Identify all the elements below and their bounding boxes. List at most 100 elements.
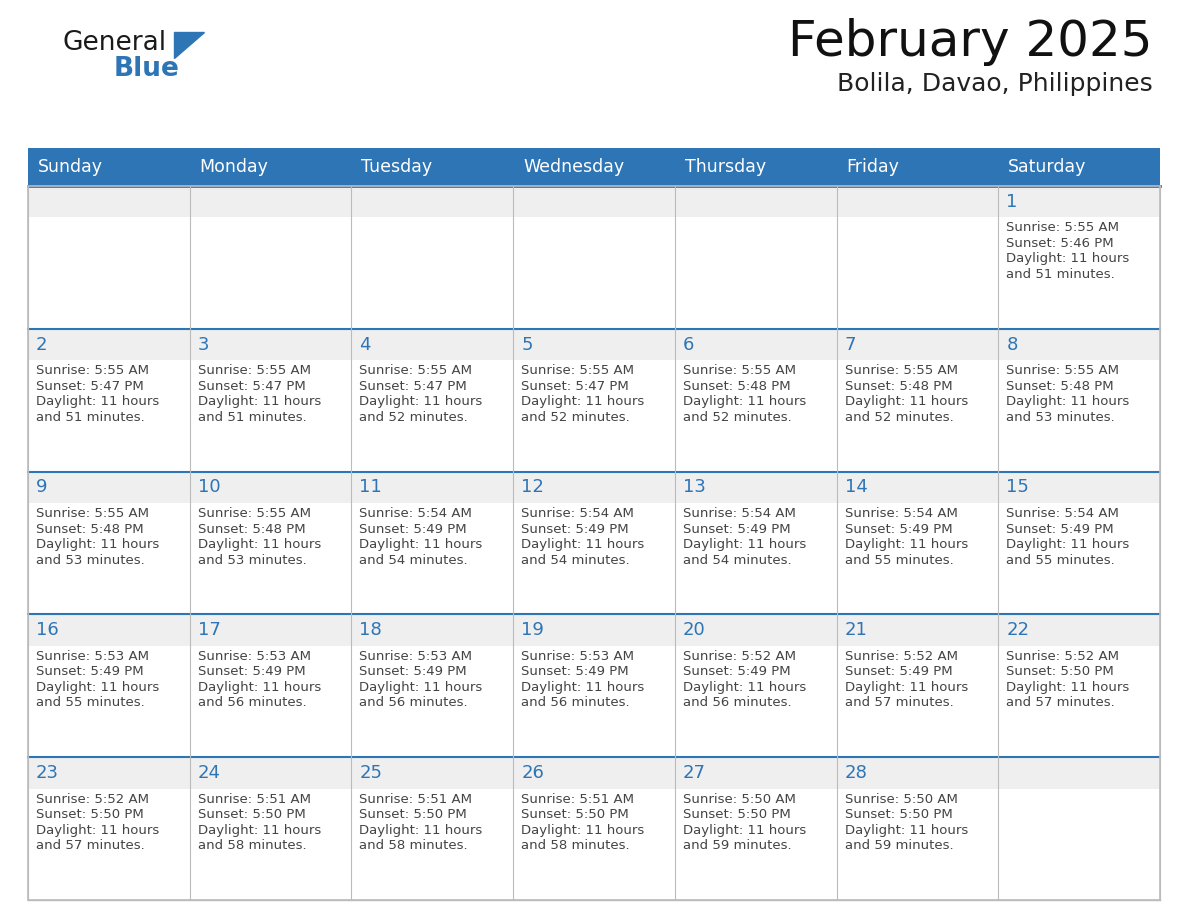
Bar: [998, 757, 1159, 789]
Text: 7: 7: [845, 335, 857, 353]
Bar: [675, 472, 836, 614]
Text: and 53 minutes.: and 53 minutes.: [1006, 410, 1116, 424]
Text: Sunrise: 5:54 AM: Sunrise: 5:54 AM: [360, 507, 473, 520]
Text: Sunset: 5:49 PM: Sunset: 5:49 PM: [36, 666, 144, 678]
Text: 9: 9: [36, 478, 48, 497]
Bar: [29, 186, 190, 329]
Bar: [29, 472, 190, 503]
Text: Sunrise: 5:55 AM: Sunrise: 5:55 AM: [522, 364, 634, 377]
Text: Sunrise: 5:55 AM: Sunrise: 5:55 AM: [360, 364, 473, 377]
Text: and 52 minutes.: and 52 minutes.: [522, 410, 630, 424]
Text: Daylight: 11 hours: Daylight: 11 hours: [360, 396, 482, 409]
Text: Sunset: 5:50 PM: Sunset: 5:50 PM: [683, 808, 790, 821]
Text: and 58 minutes.: and 58 minutes.: [197, 839, 307, 852]
Text: 22: 22: [1006, 621, 1029, 639]
Bar: [29, 757, 190, 789]
Bar: [352, 614, 513, 646]
Bar: [352, 472, 513, 614]
Text: 17: 17: [197, 621, 221, 639]
Text: Sunset: 5:49 PM: Sunset: 5:49 PM: [683, 666, 790, 678]
Text: Sunrise: 5:55 AM: Sunrise: 5:55 AM: [36, 507, 148, 520]
Text: Sunrise: 5:55 AM: Sunrise: 5:55 AM: [36, 364, 148, 377]
Text: Sunrise: 5:52 AM: Sunrise: 5:52 AM: [36, 792, 148, 806]
Bar: [998, 186, 1159, 329]
Text: Sunrise: 5:53 AM: Sunrise: 5:53 AM: [360, 650, 473, 663]
Text: Daylight: 11 hours: Daylight: 11 hours: [36, 681, 159, 694]
Bar: [29, 186, 1159, 329]
Bar: [675, 757, 836, 900]
Bar: [675, 186, 836, 218]
Bar: [675, 614, 836, 757]
Text: Sunset: 5:47 PM: Sunset: 5:47 PM: [197, 380, 305, 393]
Text: and 54 minutes.: and 54 minutes.: [522, 554, 630, 566]
Text: Sunset: 5:49 PM: Sunset: 5:49 PM: [845, 522, 953, 535]
Text: Sunrise: 5:51 AM: Sunrise: 5:51 AM: [197, 792, 311, 806]
Text: Sunset: 5:49 PM: Sunset: 5:49 PM: [522, 522, 628, 535]
Text: Sunset: 5:50 PM: Sunset: 5:50 PM: [845, 808, 953, 821]
Text: Sunrise: 5:55 AM: Sunrise: 5:55 AM: [197, 507, 311, 520]
Text: Sunset: 5:48 PM: Sunset: 5:48 PM: [36, 522, 144, 535]
Text: Friday: Friday: [847, 158, 899, 176]
Bar: [513, 329, 675, 360]
Text: Sunrise: 5:55 AM: Sunrise: 5:55 AM: [683, 364, 796, 377]
Text: Daylight: 11 hours: Daylight: 11 hours: [360, 538, 482, 551]
Bar: [513, 329, 675, 472]
Bar: [190, 329, 352, 472]
Bar: [836, 472, 998, 614]
Text: Daylight: 11 hours: Daylight: 11 hours: [683, 823, 807, 836]
Bar: [836, 472, 998, 503]
Text: 16: 16: [36, 621, 58, 639]
Bar: [675, 186, 836, 329]
Text: Blue: Blue: [114, 56, 179, 82]
Text: Daylight: 11 hours: Daylight: 11 hours: [845, 823, 968, 836]
Bar: [29, 614, 190, 646]
Text: Daylight: 11 hours: Daylight: 11 hours: [197, 396, 321, 409]
Text: Daylight: 11 hours: Daylight: 11 hours: [1006, 681, 1130, 694]
Bar: [513, 757, 675, 789]
Bar: [998, 329, 1159, 472]
Text: 1: 1: [1006, 193, 1018, 211]
Text: Sunset: 5:48 PM: Sunset: 5:48 PM: [1006, 380, 1114, 393]
Text: Daylight: 11 hours: Daylight: 11 hours: [683, 538, 807, 551]
Bar: [513, 472, 675, 503]
Text: and 53 minutes.: and 53 minutes.: [197, 554, 307, 566]
Bar: [190, 614, 352, 757]
Text: 8: 8: [1006, 335, 1018, 353]
Text: Daylight: 11 hours: Daylight: 11 hours: [360, 681, 482, 694]
Text: Sunrise: 5:52 AM: Sunrise: 5:52 AM: [1006, 650, 1119, 663]
Bar: [836, 757, 998, 900]
Text: Daylight: 11 hours: Daylight: 11 hours: [522, 823, 644, 836]
Bar: [352, 614, 513, 757]
Text: General: General: [62, 30, 166, 56]
Text: Sunset: 5:50 PM: Sunset: 5:50 PM: [1006, 666, 1114, 678]
Text: Daylight: 11 hours: Daylight: 11 hours: [197, 681, 321, 694]
Text: and 57 minutes.: and 57 minutes.: [1006, 697, 1116, 710]
Bar: [836, 757, 998, 789]
Text: and 56 minutes.: and 56 minutes.: [522, 697, 630, 710]
Text: and 53 minutes.: and 53 minutes.: [36, 554, 145, 566]
Text: and 57 minutes.: and 57 minutes.: [845, 697, 953, 710]
Text: and 57 minutes.: and 57 minutes.: [36, 839, 145, 852]
Bar: [29, 186, 190, 218]
Text: 21: 21: [845, 621, 867, 639]
Bar: [675, 614, 836, 646]
Text: 25: 25: [360, 764, 383, 782]
Bar: [998, 757, 1159, 900]
Text: Daylight: 11 hours: Daylight: 11 hours: [845, 396, 968, 409]
Bar: [29, 329, 190, 472]
Bar: [29, 757, 1159, 900]
Bar: [998, 472, 1159, 503]
Text: 4: 4: [360, 335, 371, 353]
Bar: [513, 186, 675, 329]
Text: Sunset: 5:50 PM: Sunset: 5:50 PM: [360, 808, 467, 821]
Bar: [29, 472, 190, 614]
Bar: [675, 757, 836, 789]
Text: Thursday: Thursday: [684, 158, 766, 176]
Bar: [998, 186, 1159, 218]
Text: and 52 minutes.: and 52 minutes.: [683, 410, 791, 424]
Text: 14: 14: [845, 478, 867, 497]
Text: and 56 minutes.: and 56 minutes.: [360, 697, 468, 710]
Text: and 51 minutes.: and 51 minutes.: [36, 410, 145, 424]
Text: Sunrise: 5:52 AM: Sunrise: 5:52 AM: [845, 650, 958, 663]
Text: Sunrise: 5:54 AM: Sunrise: 5:54 AM: [1006, 507, 1119, 520]
